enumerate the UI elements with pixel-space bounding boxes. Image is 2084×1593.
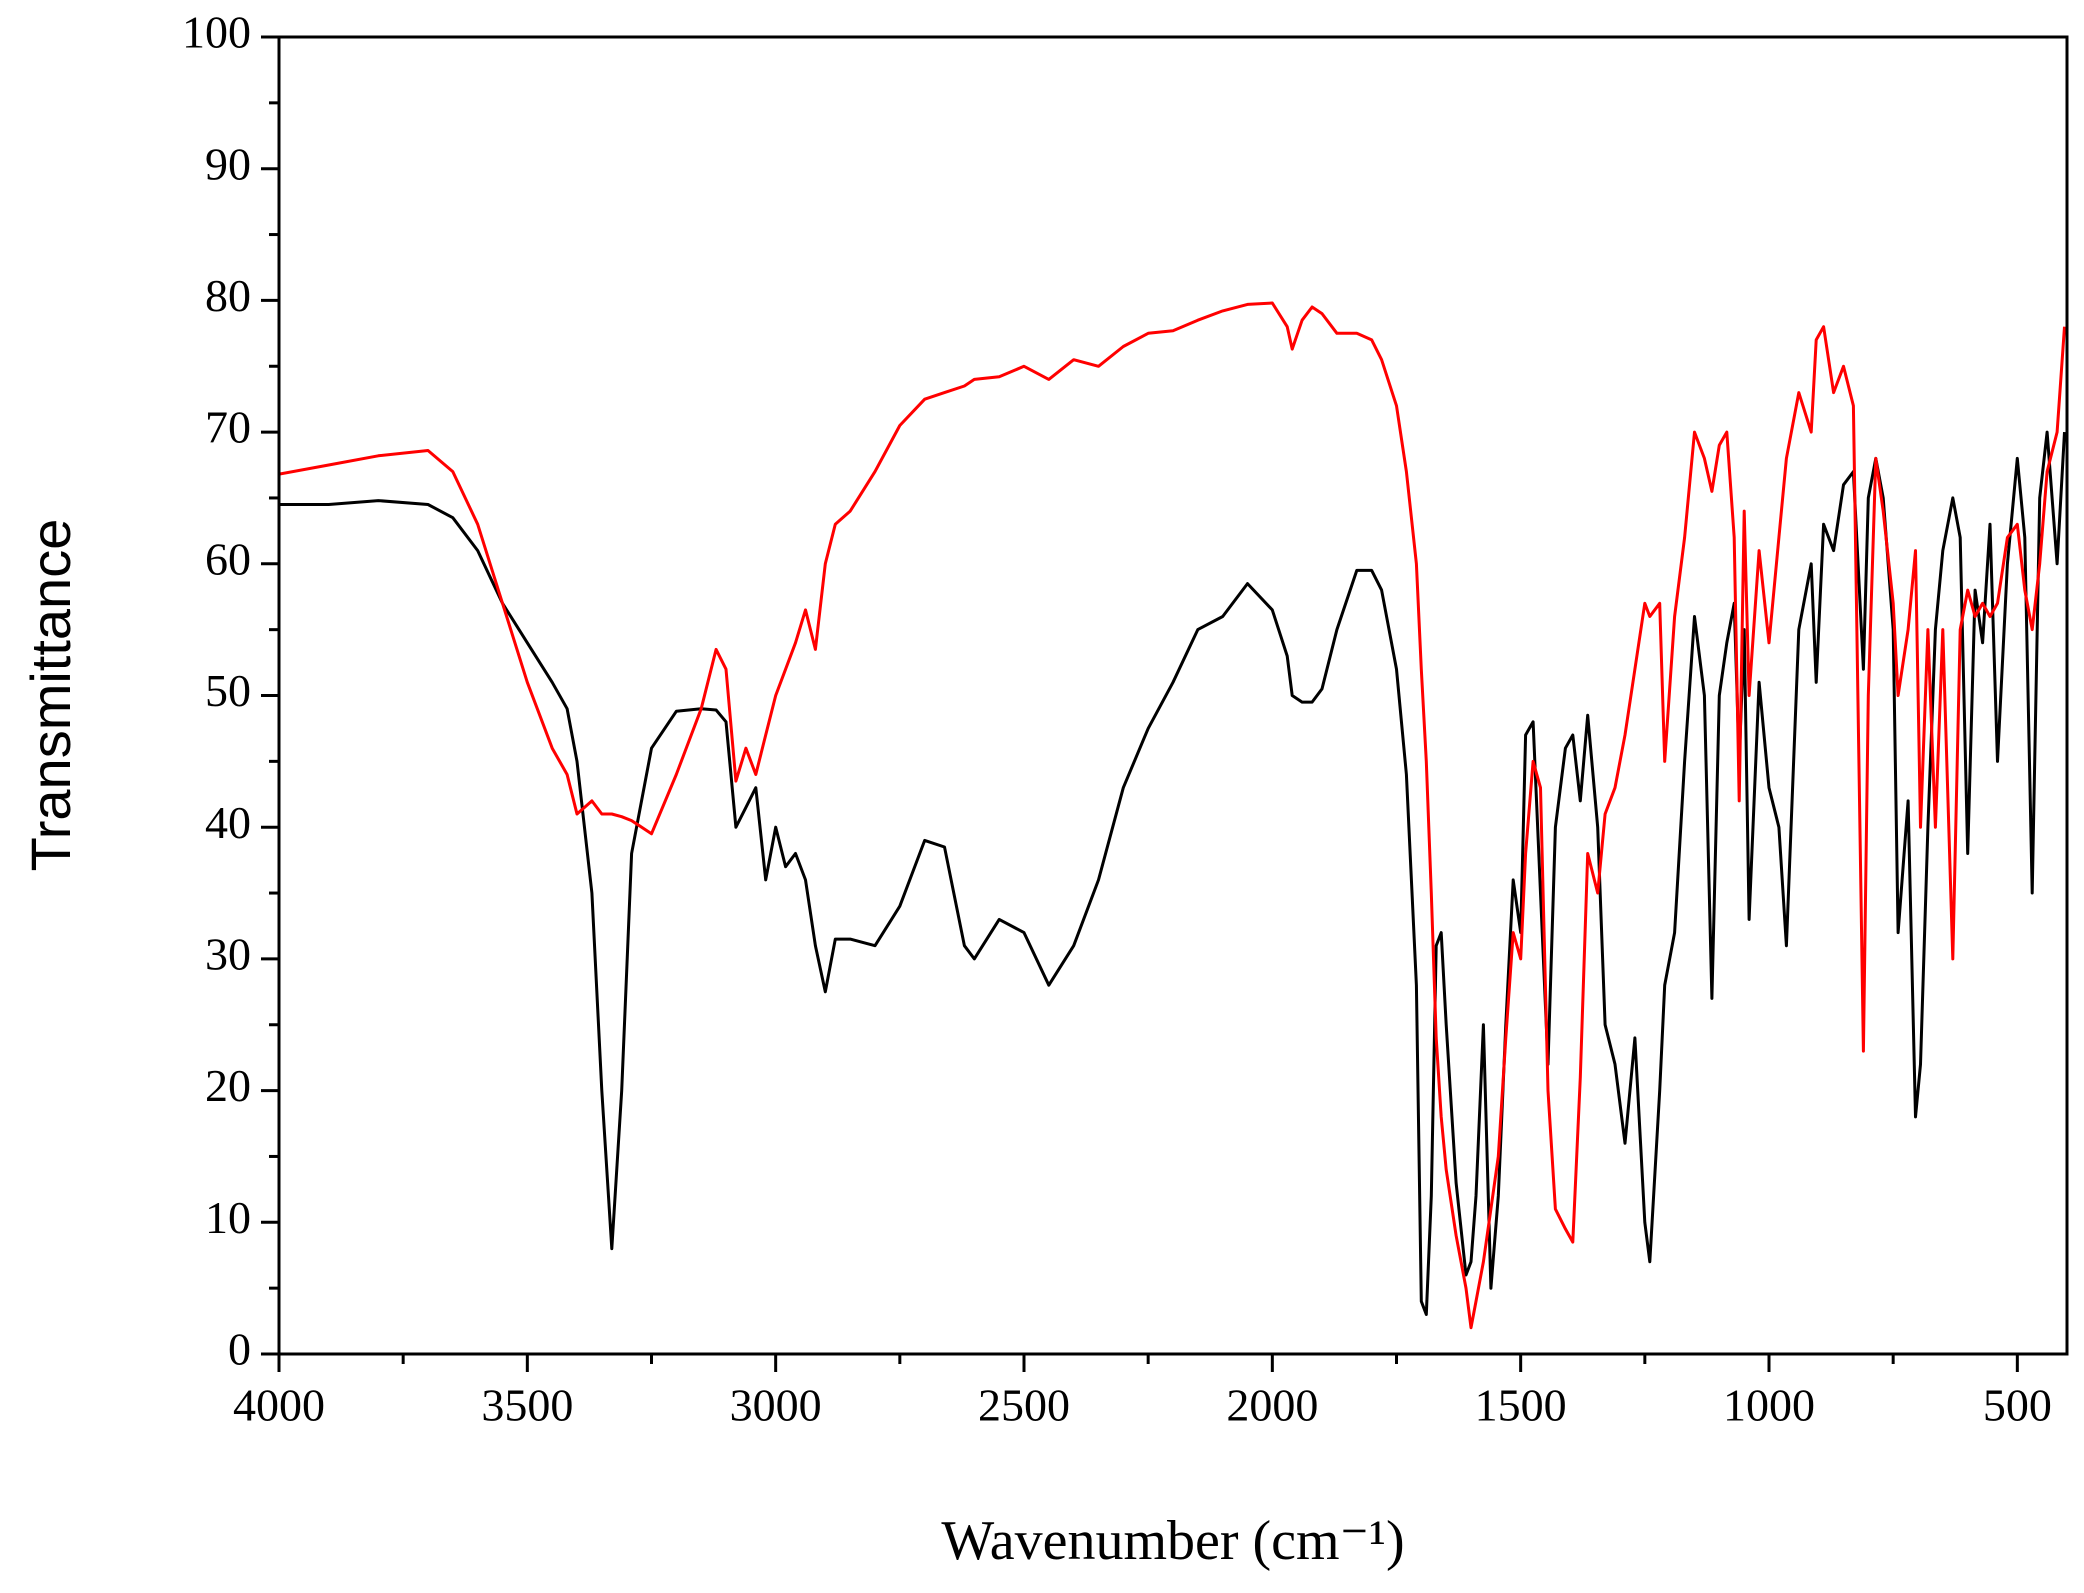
x-tick-label: 500	[1983, 1380, 2052, 1431]
x-tick-label: 3500	[481, 1380, 573, 1431]
x-tick-label: 2000	[1226, 1380, 1318, 1431]
y-tick-label: 0	[228, 1324, 251, 1375]
plot-frame	[277, 35, 2069, 1356]
y-tick-label: 80	[205, 270, 251, 321]
spectrum-line	[279, 430, 2066, 1316]
y-axis-label: Transmittance	[19, 519, 82, 872]
y-tick-label: 100	[182, 7, 251, 58]
y-tick-label: 30	[205, 928, 251, 979]
y-tick-label: 50	[205, 665, 251, 716]
y-tick-label: 40	[205, 797, 251, 848]
y-tick-label: 70	[205, 402, 251, 453]
x-tick-label: 4000	[233, 1380, 325, 1431]
y-tick-label: 60	[205, 533, 251, 584]
x-tick-label: 3000	[730, 1380, 822, 1431]
x-tick-label: 1500	[1475, 1380, 1567, 1431]
y-tick-label: 10	[205, 1192, 251, 1243]
x-axis-label: Wavenumber (cm⁻¹)	[941, 1510, 1404, 1572]
x-tick-label: 2500	[978, 1380, 1070, 1431]
y-tick-label: 20	[205, 1060, 251, 1111]
x-tick-label: 1000	[1723, 1380, 1815, 1431]
spectrum-line	[279, 301, 2066, 1330]
y-tick-label: 90	[205, 138, 251, 189]
